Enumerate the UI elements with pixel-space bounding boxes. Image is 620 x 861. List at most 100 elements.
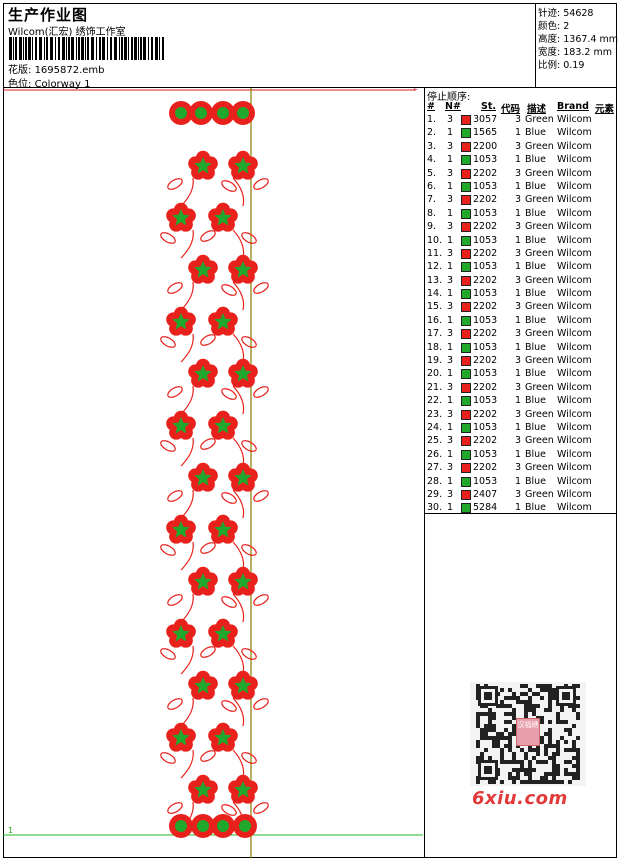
- row-code: 3: [515, 408, 522, 420]
- row-stitches: 2202: [473, 194, 498, 206]
- row-description: Green: [525, 488, 554, 500]
- sequence-row: 17. 3 2202 3 Green Wilcom: [425, 328, 617, 341]
- stop-sequence-panel: 停止顺序: # N# St. 代码 描述 Brand 元素 1. 3 3057 3 Gr…: [425, 88, 617, 514]
- stem-line: [232, 385, 245, 415]
- row-index: 19.: [427, 355, 443, 367]
- row-index: 14.: [427, 288, 443, 300]
- leaf-outline: [253, 594, 269, 606]
- flower-motif: [166, 410, 196, 440]
- row-stitches: 2202: [473, 462, 498, 474]
- leaf-outline: [241, 440, 257, 452]
- row-stitches: 1053: [473, 180, 498, 192]
- row-description: Green: [525, 301, 554, 313]
- sequence-row: 23. 3 2202 3 Green Wilcom: [425, 409, 617, 422]
- row-needle: 1: [447, 502, 454, 514]
- row-index: 29.: [427, 488, 443, 500]
- border-circle-center: [175, 820, 187, 832]
- row-needle: 3: [447, 355, 454, 367]
- leaf-outline: [221, 804, 237, 816]
- stem-line: [180, 177, 194, 207]
- row-description: Blue: [525, 288, 547, 300]
- row-brand: Wilcom: [557, 288, 592, 300]
- flower-motif: [188, 566, 218, 596]
- row-index: 8.: [427, 207, 437, 219]
- flower-motif: [188, 150, 218, 180]
- col-header-index: #: [427, 101, 435, 112]
- color-swatch: [461, 262, 471, 273]
- col-header-stitches: St.: [481, 101, 496, 112]
- leaf-outline: [241, 544, 257, 556]
- row-stitches: 1053: [473, 395, 498, 407]
- leaf-outline: [160, 544, 176, 556]
- row-stitches: 1053: [473, 154, 498, 166]
- leaf-outline: [160, 752, 176, 764]
- sequence-row: 27. 3 2202 3 Green Wilcom: [425, 462, 617, 475]
- stem-line: [180, 749, 194, 779]
- row-index: 1.: [427, 114, 437, 125]
- leaf-outline: [200, 334, 216, 346]
- row-needle: 3: [447, 167, 454, 179]
- stem-line: [232, 281, 245, 311]
- row-description: Green: [525, 462, 554, 474]
- flower-motif: [166, 202, 196, 232]
- flower-motif: [228, 670, 258, 700]
- col-header-element: 元素: [595, 104, 615, 115]
- leaf-outline: [160, 232, 176, 244]
- color-swatch: [461, 248, 471, 259]
- row-needle: 3: [447, 221, 454, 233]
- border-circle-center: [197, 820, 209, 832]
- row-description: Green: [525, 140, 554, 152]
- flower-motif: [166, 514, 196, 544]
- color-swatch: [461, 409, 471, 420]
- flower-motif: [208, 722, 238, 752]
- row-index: 12.: [427, 261, 443, 273]
- leaf-outline: [167, 178, 183, 190]
- stem-line: [180, 593, 194, 623]
- row-brand: Wilcom: [557, 408, 592, 420]
- row-index: 13.: [427, 274, 443, 286]
- sequence-row: 6. 1 1053 1 Blue Wilcom: [425, 181, 617, 194]
- row-brand: Wilcom: [557, 301, 592, 313]
- flower-motif: [188, 462, 218, 492]
- sequence-row: 5. 3 2202 3 Green Wilcom: [425, 168, 617, 181]
- sequence-row: 25. 3 2202 3 Green Wilcom: [425, 435, 617, 448]
- row-description: Blue: [525, 180, 547, 192]
- row-brand: Wilcom: [557, 341, 592, 353]
- row-needle: 1: [447, 154, 454, 166]
- color-swatch: [461, 436, 471, 447]
- stat-label: 宽度:: [538, 47, 561, 58]
- row-stitches: 2202: [473, 408, 498, 420]
- stem-line: [180, 541, 194, 571]
- leaf-outline: [160, 648, 176, 660]
- row-brand: Wilcom: [557, 475, 592, 487]
- row-index: 30.: [427, 502, 443, 514]
- row-brand: Wilcom: [557, 355, 592, 367]
- row-description: Blue: [525, 368, 547, 380]
- leaf-outline: [200, 750, 216, 762]
- row-description: Blue: [525, 207, 547, 219]
- row-needle: 3: [447, 462, 454, 474]
- pattern-value: 1695872.emb: [34, 65, 105, 76]
- stem-line: [180, 281, 194, 311]
- flower-motif: [166, 306, 196, 336]
- row-index: 3.: [427, 140, 437, 152]
- border-circle-center: [217, 107, 229, 119]
- leaf-outline: [241, 232, 257, 244]
- border-circle-center: [195, 107, 207, 119]
- sequence-row: 20. 1 1053 1 Blue Wilcom: [425, 368, 617, 381]
- row-index: 25.: [427, 435, 443, 447]
- col-header-needle: N#: [445, 101, 461, 112]
- color-swatch: [461, 382, 471, 393]
- sequence-row: 3. 3 2200 3 Green Wilcom: [425, 141, 617, 154]
- row-needle: 1: [447, 368, 454, 380]
- row-index: 9.: [427, 221, 437, 233]
- leaf-outline: [241, 752, 257, 764]
- leaf-outline: [221, 596, 237, 608]
- border-circle-center: [237, 107, 249, 119]
- row-code: 3: [515, 167, 522, 179]
- stem-line: [180, 489, 194, 519]
- row-code: 3: [515, 221, 522, 233]
- sequence-title: 停止顺序:: [427, 92, 471, 103]
- row-description: Blue: [525, 127, 547, 139]
- header-info: 生产作业图 Wilcom(汇宏) 绣饰工作室 花版: 1695872.emb 色…: [3, 3, 536, 90]
